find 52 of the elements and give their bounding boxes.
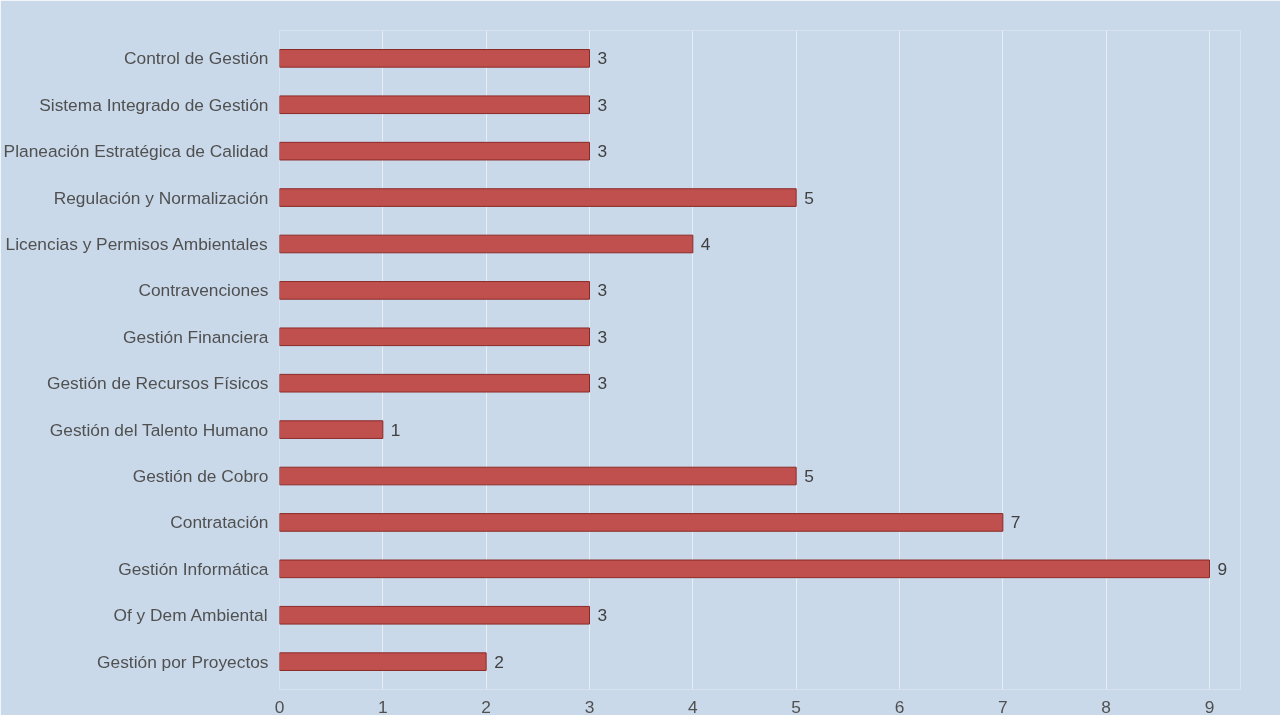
x-tick-label: 3 <box>584 696 595 717</box>
y-tick-label: Gestión del Talento Humano <box>49 419 269 440</box>
bar <box>279 141 590 161</box>
data-label: 1 <box>390 419 401 440</box>
y-tick-label: Planeación Estratégica de Calidad <box>3 141 269 162</box>
data-label: 3 <box>597 373 608 394</box>
data-label: 5 <box>804 466 814 487</box>
y-tick-label: Gestión de Cobro <box>132 466 269 487</box>
x-tick-label: 8 <box>1101 696 1111 717</box>
x-tick-label: 4 <box>688 696 699 717</box>
bar <box>279 327 590 347</box>
y-tick-label: Control de Gestión <box>124 48 269 69</box>
data-label: 3 <box>597 141 608 162</box>
x-tick-label: 1 <box>378 696 388 717</box>
data-label: 3 <box>597 48 608 69</box>
bar <box>279 281 590 300</box>
y-tick-label: Gestión por Proyectos <box>97 651 269 672</box>
x-tick-label: 7 <box>998 696 1008 717</box>
bar <box>279 652 487 671</box>
y-tick-label: Contratación <box>170 512 269 533</box>
x-tick-label: 9 <box>1204 696 1215 717</box>
data-label: 3 <box>597 280 608 301</box>
y-tick-label: Regulación y Normalización <box>53 187 269 208</box>
bar <box>279 559 1210 579</box>
data-label: 3 <box>597 326 608 347</box>
y-tick-label: Sistema Integrado de Gestión <box>39 94 269 115</box>
y-tick-label: Of y Dem Ambiental <box>113 605 268 626</box>
bar <box>279 188 797 207</box>
y-tick-label: Gestión Financiera <box>123 326 269 347</box>
data-label: 3 <box>597 94 608 115</box>
bar <box>279 373 590 393</box>
bar <box>279 95 590 115</box>
y-tick-label: Gestión Informática <box>118 558 269 579</box>
x-tick-label: 2 <box>481 696 491 717</box>
y-tick-label: Gestión de Recursos Físicos <box>47 373 269 394</box>
data-label: 7 <box>1010 512 1021 533</box>
bar <box>279 466 797 486</box>
data-label: 9 <box>1217 558 1228 579</box>
bar <box>279 234 694 254</box>
x-tick-label: 5 <box>791 696 801 717</box>
data-label: 2 <box>494 651 504 672</box>
bar <box>279 605 590 625</box>
y-tick-label: Contravenciones <box>138 280 269 301</box>
bar <box>279 513 1004 532</box>
y-tick-label: Licencias y Permisos Ambientales <box>5 233 268 254</box>
data-label: 5 <box>804 187 814 208</box>
data-label: 3 <box>597 605 608 626</box>
x-tick-label: 0 <box>274 696 285 717</box>
x-tick-label: 6 <box>894 696 905 717</box>
data-label: 4 <box>700 233 711 254</box>
bar <box>279 420 384 439</box>
bar <box>279 49 590 68</box>
